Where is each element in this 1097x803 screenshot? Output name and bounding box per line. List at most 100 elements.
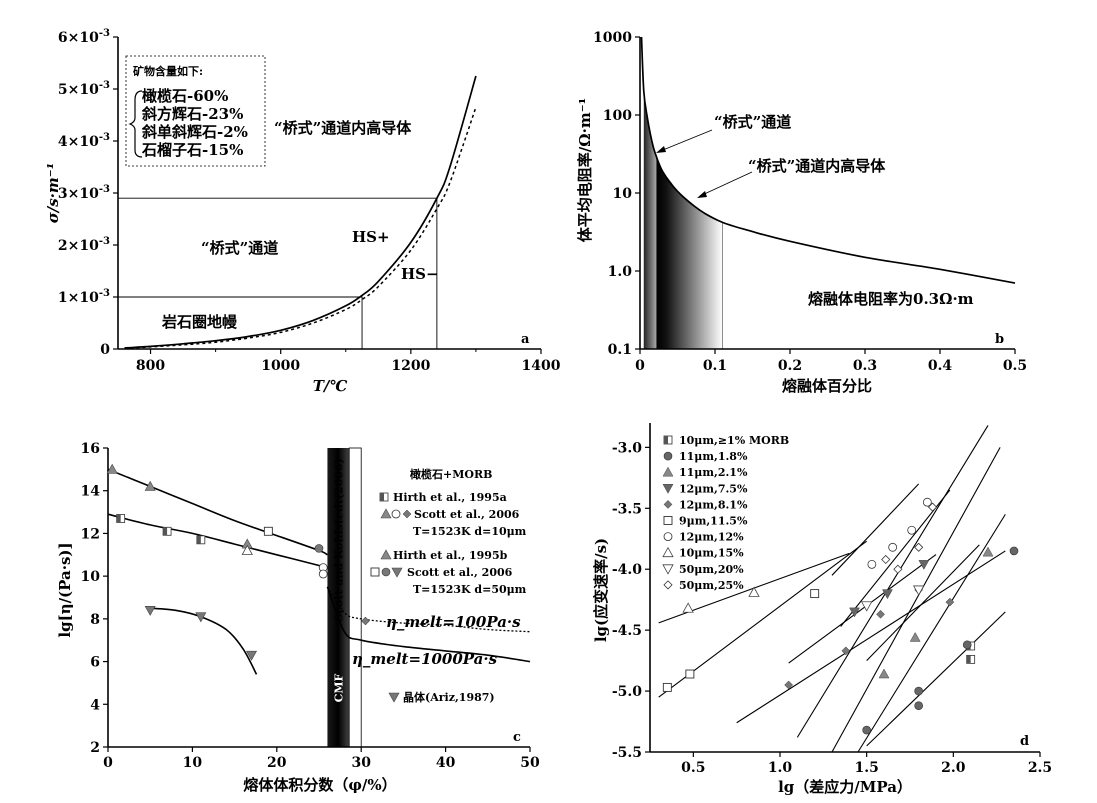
legend-box-a <box>125 55 266 167</box>
fit-line-d <box>831 447 1001 753</box>
y-axis-label-d: lg(应变速率/s) <box>592 538 610 642</box>
x-tick-label-d: 1.5 <box>854 760 878 776</box>
fit-line-c <box>326 586 531 663</box>
marker-open-triangle <box>682 602 694 613</box>
chart-a: 800 1000 1200 1400 0 1×10-3 2×10-3 3×10-3 4×10-3… <box>44 28 561 395</box>
y-tick-label-c: 12 <box>81 526 100 542</box>
y-tick-label-b: 10 <box>613 186 633 202</box>
marker-triangle <box>380 549 392 560</box>
marker-triangle <box>106 463 118 474</box>
x-axis-label-c: 熔体体积分数（φ/%） <box>243 776 396 794</box>
legend-item-c: Scott et al., 2006 <box>407 566 513 579</box>
marker-diamond <box>945 597 955 607</box>
marker-triangle <box>982 546 994 557</box>
y-tick-label-d: -4.5 <box>612 623 642 639</box>
x-tick-label-a: 800 <box>136 358 165 374</box>
legend-marker-triangle <box>662 466 674 477</box>
legend-item-d: 12μm,12% <box>679 531 744 544</box>
fit-line-d <box>796 425 989 738</box>
marker-open-circle <box>318 569 328 579</box>
marker-open-diamond <box>914 542 924 552</box>
marker-triangle <box>909 631 921 642</box>
y-tick-label-d: -3.0 <box>612 440 642 456</box>
marker-open-down-triangle <box>860 601 873 612</box>
legend-marker-open-square <box>663 516 673 525</box>
marker-open-circle <box>907 525 917 535</box>
y-axis-label-b: 体平均电阻率/Ω·m⁻¹ <box>576 98 594 242</box>
annotation-scott-kohlstedt: Scott and Kohlstedt(2006) <box>332 458 345 622</box>
annotation-high-conductor-b: “桥式”通道内高导体 <box>748 157 886 175</box>
legend-item-d: 50μm,25% <box>679 579 744 592</box>
chart-d: 0.5 1.0 1.5 2.0 2.5 -3.0 -3.5 -4.0 -4.5 -5.0 -5.5 1… <box>592 423 1052 796</box>
y-tick-label-c: 10 <box>81 569 101 585</box>
series-hs-minus <box>124 106 477 350</box>
x-tick-label-c: 20 <box>267 755 287 771</box>
fit-line-c <box>150 607 258 675</box>
y-tick-label-a: 0 <box>100 342 110 358</box>
marker-open-triangle <box>748 586 760 597</box>
legend-marker-open-down-triangle <box>662 564 674 575</box>
annotation-cmf: CMF <box>332 673 345 702</box>
marker-triangle <box>878 668 890 679</box>
marker-circle <box>381 567 391 577</box>
x-tick-label-b: 0 <box>635 358 645 374</box>
marker-diamond <box>784 680 794 690</box>
marker-circle <box>962 640 972 650</box>
legend-marker-open-circle <box>663 532 673 541</box>
shaded-region-b <box>656 156 723 350</box>
marker-open-diamond <box>893 564 903 574</box>
x-tick-label-b: 0.2 <box>778 358 802 374</box>
marker-triangle <box>144 480 156 491</box>
y-axis-label-a: σ/s·m⁻¹ <box>44 163 62 224</box>
annotation-lithospheric-mantle: 岩石圈地幔 <box>161 313 238 331</box>
legend-item-d: 50μm,20% <box>679 563 744 576</box>
annotation-melt-resistivity: 熔融体电阻率为0.3Ω·m <box>808 290 974 308</box>
fit-line-d <box>840 489 951 627</box>
arrow-high-conductor <box>699 171 753 197</box>
marker-circle <box>314 544 324 553</box>
marker-circle <box>914 686 923 696</box>
y-tick-label-c: 14 <box>81 484 101 500</box>
marker-down-triangle <box>918 560 930 570</box>
legend-item-d: 10μm,15% <box>679 547 744 560</box>
marker-open-square <box>810 589 820 599</box>
x-axis-label-b: 熔融体百分比 <box>782 377 872 395</box>
marker-open-down-triangle <box>912 585 925 596</box>
marker-square-fill <box>966 655 971 664</box>
marker-down-triangle <box>195 612 207 623</box>
y-tick-label-b: 1.0 <box>608 264 633 280</box>
legend-item-d: 12μm,8.1% <box>679 498 748 511</box>
label-hs-minus: HS− <box>401 265 439 283</box>
y-axis-label-c: lg[η/(Pa·s)] <box>56 542 74 637</box>
y-tick-label-a: 6×10-3 <box>58 28 110 46</box>
series-resistivity <box>640 36 1016 284</box>
legend-item-c: Hirth et al., 1995a <box>393 491 507 504</box>
legend-item-c: Hirth et al., 1995b <box>393 549 508 562</box>
x-tick-label-b: 0.3 <box>853 358 877 374</box>
marker-diamond <box>361 616 370 626</box>
legend-item-d: 11μm,2.1% <box>679 466 748 479</box>
legend-item-d: 11μm,1.8% <box>679 450 748 463</box>
chart-b: 0 0.1 0.2 0.3 0.4 0.50.11.0101001000“桥式”通道“桥式… <box>576 30 1027 395</box>
cmf-band <box>327 448 350 747</box>
marker-square-fill <box>196 535 201 544</box>
fit-line-d <box>788 554 937 664</box>
marker-open-square <box>662 682 672 692</box>
y-tick-label-b: 1000 <box>593 30 632 46</box>
y-tick-label-c: 2 <box>90 740 100 756</box>
marker-diamond <box>841 646 851 656</box>
y-tick-label-d: -5.0 <box>612 684 642 700</box>
panel-label-c: c <box>513 730 521 745</box>
legend-item-a: 斜方辉石-23% <box>141 105 243 123</box>
marker-down-triangle <box>391 567 403 578</box>
marker-open-circle <box>391 509 401 519</box>
legend-brace-a <box>128 90 143 158</box>
marker-open-diamond <box>927 502 938 512</box>
series-hs-plus <box>124 75 477 349</box>
y-tick-label-a: 1×10-3 <box>58 288 110 306</box>
marker-down-triangle <box>388 692 400 703</box>
marker-circle <box>862 725 871 735</box>
marker-diamond <box>876 609 885 619</box>
marker-open-triangle <box>241 544 253 555</box>
fit-line-d <box>831 483 920 576</box>
